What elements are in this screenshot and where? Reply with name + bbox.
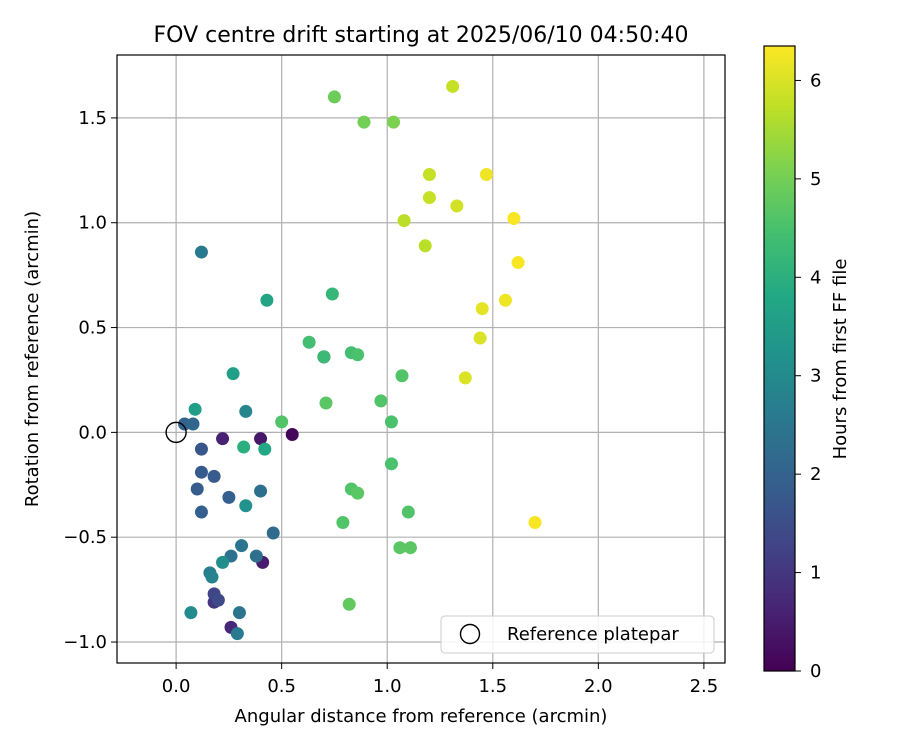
data-point — [473, 331, 487, 345]
x-axis-label: Angular distance from reference (arcmin) — [235, 706, 608, 727]
data-point — [275, 415, 289, 429]
y-tick-label: 0.0 — [78, 422, 107, 443]
x-tick-label: 0.5 — [267, 676, 296, 697]
data-point — [235, 539, 249, 553]
data-point — [216, 432, 230, 446]
data-point — [357, 115, 371, 129]
data-point — [230, 627, 244, 641]
legend: Reference platepar — [440, 615, 715, 654]
y-axis-ticks: −1.0 −0.5 0.0 0.5 1.0 1.5 — [63, 108, 117, 653]
data-point — [422, 168, 436, 182]
data-point — [418, 239, 432, 253]
x-tick-label: 1.5 — [478, 676, 507, 697]
data-point — [384, 457, 398, 471]
data-point — [254, 484, 268, 498]
data-point — [319, 396, 333, 410]
data-point — [403, 541, 417, 555]
data-point — [249, 549, 263, 563]
colorbar: 0 1 2 3 4 5 6 Hours from first FF file — [763, 45, 851, 682]
data-point — [342, 597, 356, 611]
data-point — [207, 469, 221, 483]
legend-box — [440, 615, 715, 654]
data-point — [194, 465, 208, 479]
data-point — [351, 486, 365, 500]
data-point — [511, 256, 525, 270]
colorbar-tick-label: 4 — [810, 267, 821, 288]
colorbar-tick-label: 5 — [810, 169, 821, 190]
colorbar-tick-label: 0 — [810, 661, 821, 682]
x-tick-label: 2.5 — [690, 676, 719, 697]
data-point — [475, 302, 489, 316]
data-point — [507, 212, 521, 226]
data-point — [528, 516, 542, 530]
chart-title: FOV centre drift starting at 2025/06/10 … — [154, 23, 689, 48]
plot-frame — [116, 54, 726, 664]
data-point — [194, 505, 208, 519]
data-point — [446, 79, 460, 93]
data-point — [327, 90, 341, 104]
data-point — [450, 199, 464, 213]
data-point — [401, 505, 415, 519]
data-point — [237, 440, 251, 454]
data-point — [325, 287, 339, 301]
y-axis-label: Rotation from reference (arcmin) — [22, 211, 43, 507]
data-point — [498, 293, 512, 307]
data-point — [422, 191, 436, 205]
data-point — [395, 369, 409, 383]
data-point — [302, 335, 316, 349]
data-point — [393, 541, 407, 555]
x-axis-ticks: 0.0 0.5 1.0 1.5 2.0 2.5 — [162, 663, 718, 697]
x-tick-label: 1.0 — [373, 676, 402, 697]
legend-label-reference-platepar: Reference platepar — [507, 624, 679, 645]
x-tick-label: 0.0 — [162, 676, 191, 697]
x-tick-label: 2.0 — [584, 676, 613, 697]
grid-lines — [117, 55, 725, 663]
legend-reference-marker — [459, 623, 481, 645]
y-tick-label: −1.0 — [63, 632, 107, 653]
data-point — [211, 593, 225, 607]
data-point — [239, 499, 253, 513]
data-point — [205, 570, 219, 584]
data-point — [226, 367, 240, 381]
data-point — [222, 490, 236, 504]
data-point — [260, 293, 274, 307]
colorbar-gradient — [763, 45, 796, 672]
data-point — [266, 526, 280, 540]
data-point — [190, 482, 204, 496]
colorbar-tick-label: 2 — [810, 464, 821, 485]
data-point — [317, 350, 331, 364]
data-point — [239, 404, 253, 418]
y-tick-label: 0.5 — [78, 318, 107, 339]
colorbar-ticks: 0 1 2 3 4 5 6 — [795, 70, 821, 682]
data-point — [397, 214, 411, 228]
data-point — [285, 427, 299, 441]
data-point — [387, 115, 401, 129]
data-point — [479, 168, 493, 182]
data-point — [232, 606, 246, 620]
data-point — [186, 417, 200, 431]
data-point — [188, 402, 202, 416]
data-point — [458, 371, 472, 385]
data-point — [258, 442, 272, 456]
data-point — [216, 555, 230, 569]
data-point — [254, 432, 268, 446]
colorbar-tick-label: 6 — [810, 70, 821, 91]
colorbar-tick-label: 1 — [810, 563, 821, 584]
y-tick-label: −0.5 — [63, 527, 107, 548]
data-point — [194, 442, 208, 456]
data-point — [374, 394, 388, 408]
data-point — [351, 348, 365, 362]
y-tick-label: 1.5 — [78, 108, 107, 129]
data-point — [194, 245, 208, 259]
colorbar-tick-label: 3 — [810, 366, 821, 387]
colorbar-label: Hours from first FF file — [830, 259, 851, 460]
y-tick-label: 1.0 — [78, 213, 107, 234]
data-point — [184, 606, 198, 620]
data-point — [384, 415, 398, 429]
reference-platepar-marker — [165, 421, 187, 444]
data-point — [336, 516, 350, 530]
data-points — [165, 79, 542, 641]
